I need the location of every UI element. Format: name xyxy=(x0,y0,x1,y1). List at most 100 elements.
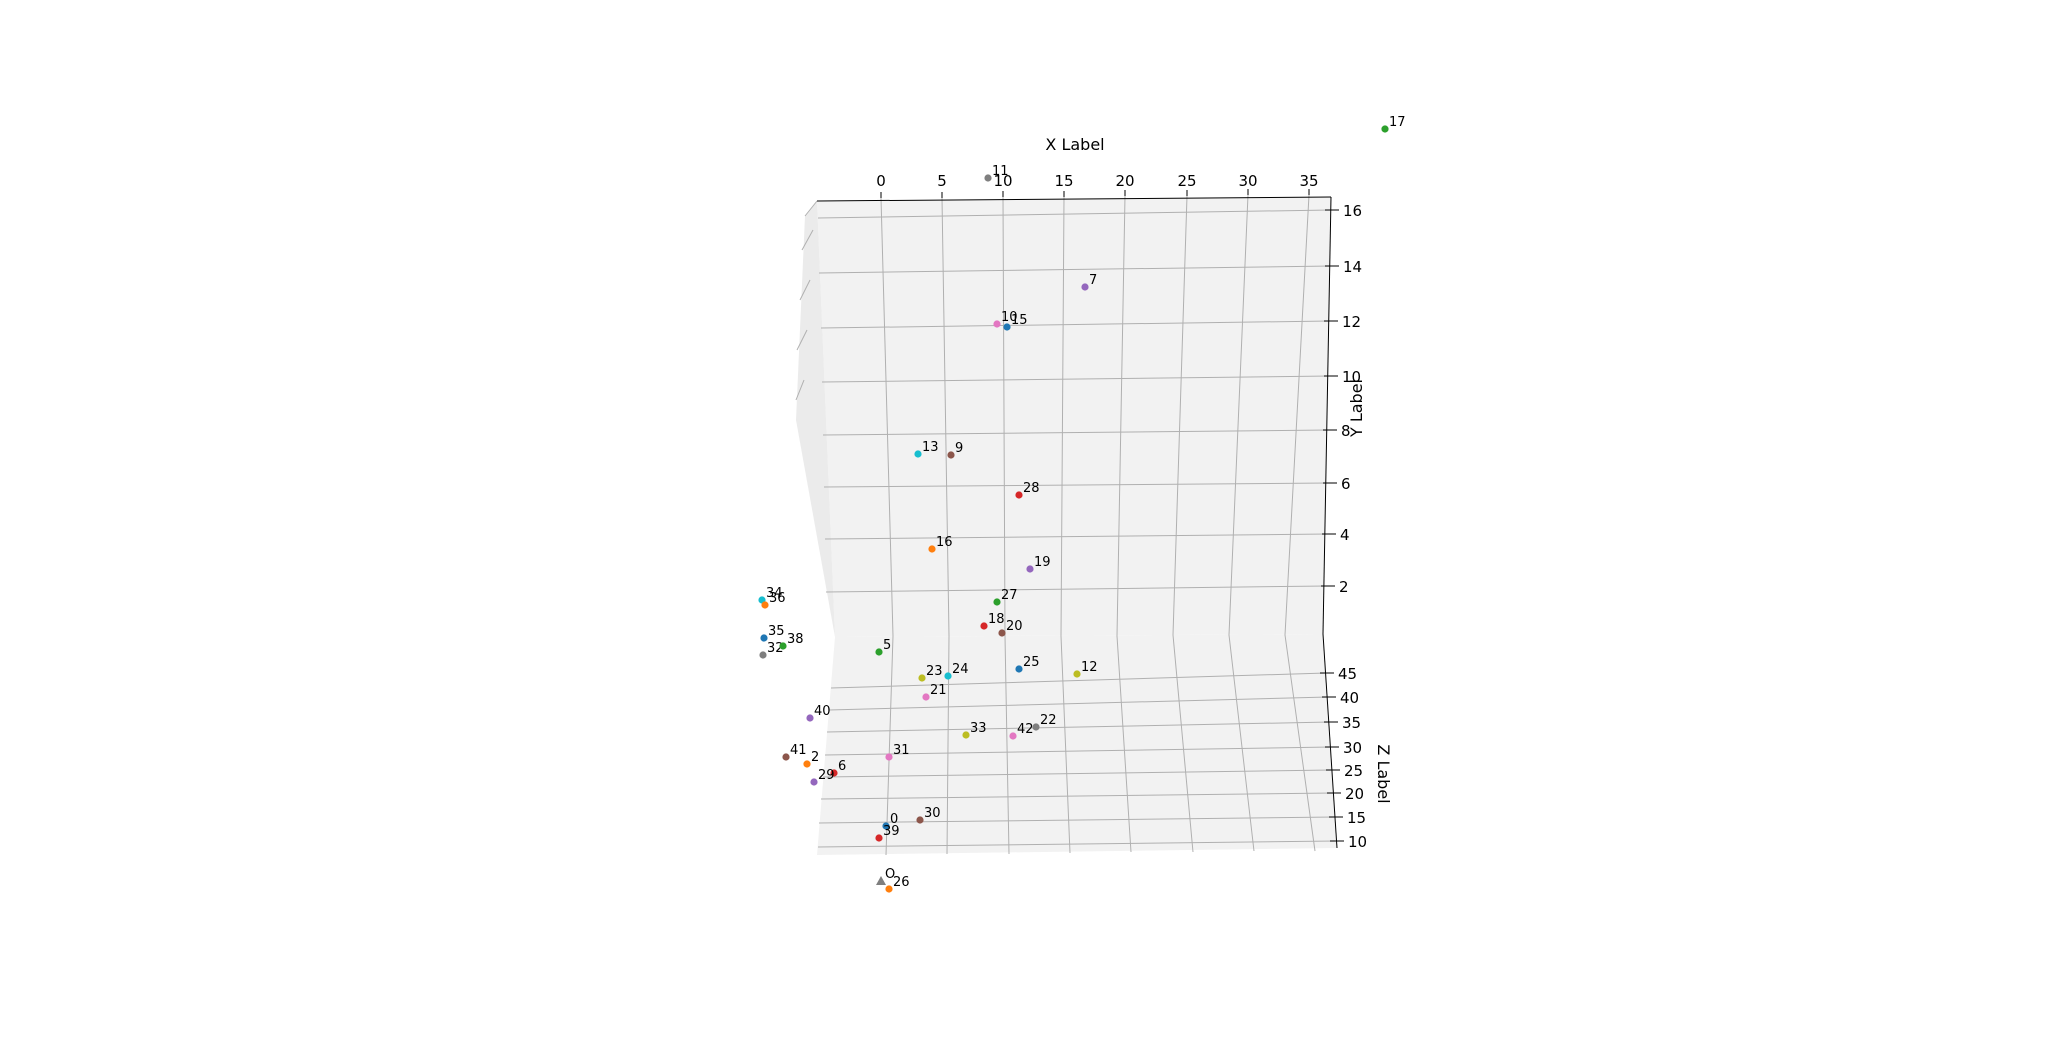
marker-point-2 xyxy=(803,760,811,768)
marker-triangle-O xyxy=(876,876,886,885)
marker-point-38 xyxy=(779,642,787,650)
marker-point-21 xyxy=(922,693,930,701)
point-label-13: 13 xyxy=(922,440,939,455)
x-tick-label: 15 xyxy=(1054,172,1073,190)
axis-ticks: 0 5 10 15 20 25 30 3524681012141610152025303540… xyxy=(876,172,1367,851)
marker-point-20 xyxy=(998,629,1006,637)
point-label-23: 23 xyxy=(926,664,943,679)
point-label-33: 33 xyxy=(970,721,987,736)
y-tick-label: 6 xyxy=(1341,475,1351,493)
point-label-25: 25 xyxy=(1023,655,1040,670)
point-label-15: 15 xyxy=(1011,313,1028,328)
point-label-41: 41 xyxy=(790,743,807,758)
marker-point-10 xyxy=(993,320,1001,328)
point-label-16: 16 xyxy=(936,535,953,550)
marker-point-11 xyxy=(984,174,992,182)
marker-point-24 xyxy=(944,672,952,680)
point-label-0: 0 xyxy=(890,812,898,827)
point-label-12: 12 xyxy=(1081,660,1098,675)
x-tick-label: 0 xyxy=(876,172,886,190)
z-gridline xyxy=(818,816,1336,824)
point-label-38: 38 xyxy=(787,632,804,647)
marker-point-6 xyxy=(830,769,838,777)
x-tick-label: 25 xyxy=(1177,172,1196,190)
y-axis-label: Y Label xyxy=(1347,379,1366,438)
z-tick-label: 30 xyxy=(1343,739,1362,757)
x-axis-label: X Label xyxy=(1045,135,1104,154)
z-tick-label: 35 xyxy=(1342,714,1361,732)
y-gridline xyxy=(822,429,1330,436)
x-tick-label: 5 xyxy=(937,172,947,190)
point-label-O: O xyxy=(885,867,895,882)
marker-point-30 xyxy=(916,816,924,824)
point-label-21: 21 xyxy=(930,683,947,698)
point-label-9: 9 xyxy=(955,441,963,456)
y-tick-label: 12 xyxy=(1342,313,1361,331)
y-tick-label: 10 xyxy=(1342,368,1361,386)
marker-point-41 xyxy=(782,753,790,761)
point-label-26: 26 xyxy=(893,875,910,890)
marker-point-17 xyxy=(1381,125,1389,133)
point-label-39: 39 xyxy=(883,824,900,839)
pane-edge-line xyxy=(799,279,811,301)
point-label-30: 30 xyxy=(924,806,941,821)
point-label-24: 24 xyxy=(952,662,969,677)
pane-edge-line xyxy=(801,229,814,251)
z-axis-label: Z Label xyxy=(1374,744,1393,803)
point-label-28: 28 xyxy=(1023,481,1040,496)
marker-point-22 xyxy=(1032,723,1040,731)
z-axis-line xyxy=(1322,633,1338,849)
y-tick-label: 4 xyxy=(1340,526,1350,544)
point-label-20: 20 xyxy=(1006,619,1023,634)
z-tick-label: 45 xyxy=(1338,665,1357,683)
z-tick-label: 40 xyxy=(1340,689,1359,707)
marker-point-39 xyxy=(875,834,883,842)
marker-point-36 xyxy=(761,601,769,609)
y-tick-label: 8 xyxy=(1341,422,1351,440)
pane-edge-line xyxy=(796,329,808,351)
z-gridline xyxy=(824,746,1332,756)
marker-point-25 xyxy=(1015,665,1023,673)
z-gridline xyxy=(817,840,1337,848)
y-gridline xyxy=(820,320,1331,329)
y-gridline xyxy=(817,209,1332,219)
point-label-36: 36 xyxy=(769,591,786,606)
point-label-11: 11 xyxy=(992,164,1009,179)
x-gridline xyxy=(941,197,950,855)
point-label-6: 6 xyxy=(838,759,846,774)
point-label-7: 7 xyxy=(1089,273,1097,288)
y-gridline xyxy=(818,265,1332,274)
z-gridline xyxy=(826,721,1331,733)
marker-point-16 xyxy=(928,545,936,553)
marker-point-19 xyxy=(1026,565,1034,573)
point-label-19: 19 xyxy=(1034,555,1051,570)
marker-point-12 xyxy=(1073,670,1081,678)
x-gridline xyxy=(1172,195,1194,853)
x-tick-label: 20 xyxy=(1115,172,1134,190)
x-gridline xyxy=(880,197,894,856)
x-gridline xyxy=(1002,196,1010,855)
x-tick-label: 10 xyxy=(993,172,1012,190)
left-pane xyxy=(796,201,835,637)
z-gridline xyxy=(822,769,1333,778)
point-label-29: 29 xyxy=(818,768,835,783)
y-gridline xyxy=(821,375,1331,383)
point-label-2: 2 xyxy=(811,750,819,765)
marker-point-40 xyxy=(806,714,814,722)
z-tick-label: 10 xyxy=(1348,833,1367,851)
marker-point-7 xyxy=(1081,283,1089,291)
y-axis-line xyxy=(1322,196,1332,635)
point-label-22: 22 xyxy=(1040,713,1057,728)
y-gridline xyxy=(823,482,1330,488)
point-label-31: 31 xyxy=(893,743,910,758)
point-label-32: 32 xyxy=(767,641,784,656)
y-gridline xyxy=(825,585,1328,593)
y-tick-label: 2 xyxy=(1339,578,1349,596)
x-gridline xyxy=(1284,194,1316,852)
marker-point-32 xyxy=(759,651,767,659)
point-label-5: 5 xyxy=(883,638,891,653)
z-gridline xyxy=(828,696,1329,711)
point-label-27: 27 xyxy=(1001,588,1018,603)
